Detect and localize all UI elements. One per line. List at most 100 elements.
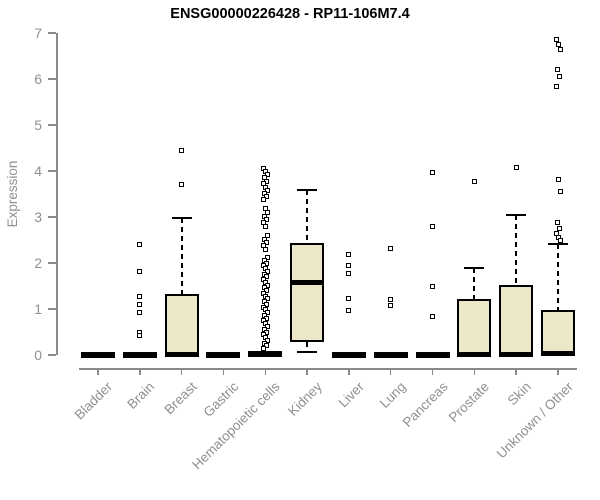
y-tick-label: 3 bbox=[34, 209, 42, 225]
outlier-point bbox=[430, 224, 436, 230]
x-tick-label: Skin bbox=[504, 379, 534, 409]
y-tick bbox=[48, 78, 56, 80]
y-tick-label: 4 bbox=[34, 163, 42, 179]
outlier-point bbox=[264, 268, 270, 274]
upper-whisker-cap bbox=[548, 243, 569, 246]
x-tick bbox=[306, 368, 308, 375]
upper-whisker bbox=[557, 244, 560, 310]
lower-whisker-cap bbox=[297, 351, 318, 354]
outlier-point bbox=[264, 323, 270, 329]
outlier-point bbox=[137, 242, 143, 248]
y-tick bbox=[48, 216, 56, 218]
x-tick-label: Prostate bbox=[445, 379, 492, 426]
outlier-point bbox=[556, 74, 562, 80]
upper-whisker-cap bbox=[464, 266, 485, 269]
y-tick-label: 1 bbox=[34, 301, 42, 317]
outlier-point bbox=[263, 329, 269, 335]
y-tick bbox=[48, 354, 56, 356]
x-tick-label: Liver bbox=[335, 379, 367, 411]
median-line bbox=[331, 352, 366, 358]
outlier-point bbox=[556, 226, 562, 231]
outlier-point bbox=[262, 246, 268, 252]
y-tick-label: 0 bbox=[34, 347, 42, 363]
upper-whisker-cap bbox=[297, 189, 318, 192]
outlier-point bbox=[346, 308, 352, 314]
outlier-point bbox=[471, 179, 477, 185]
outlier-point bbox=[430, 283, 436, 289]
outlier-point bbox=[264, 296, 270, 302]
x-tick-label: Bladder bbox=[72, 379, 116, 423]
x-tick bbox=[97, 368, 99, 375]
x-tick-label: Gastric bbox=[200, 379, 242, 420]
median-line bbox=[122, 352, 157, 358]
y-tick bbox=[48, 124, 56, 126]
upper-whisker bbox=[306, 190, 309, 243]
box bbox=[164, 293, 199, 355]
y-tick-label: 2 bbox=[34, 255, 42, 271]
y-tick bbox=[48, 262, 56, 264]
outlier-point bbox=[137, 301, 143, 307]
upper-whisker-cap bbox=[171, 216, 192, 219]
x-tick bbox=[264, 368, 267, 375]
outlier-point bbox=[137, 332, 143, 338]
outlier-point bbox=[179, 182, 185, 188]
x-tick-label: Brain bbox=[124, 379, 158, 412]
median-line bbox=[248, 351, 283, 358]
y-tick-label: 7 bbox=[34, 25, 42, 41]
median-line bbox=[499, 351, 534, 357]
median-line bbox=[415, 352, 450, 358]
x-tick bbox=[515, 368, 517, 375]
x-tick bbox=[139, 368, 141, 375]
outlier-point bbox=[553, 230, 559, 236]
outlier-point bbox=[263, 260, 269, 266]
outlier-point bbox=[260, 345, 266, 351]
outlier-point bbox=[388, 302, 394, 308]
outlier-point bbox=[346, 296, 352, 302]
outlier-point bbox=[557, 46, 563, 52]
outlier-point bbox=[263, 216, 269, 222]
median-line bbox=[457, 351, 492, 357]
outlier-point bbox=[264, 254, 270, 260]
y-tick-label: 5 bbox=[34, 117, 42, 133]
outlier-point bbox=[179, 147, 185, 153]
median-line bbox=[290, 279, 325, 285]
box bbox=[290, 242, 325, 343]
box bbox=[541, 309, 576, 355]
outlier-point bbox=[264, 310, 270, 316]
outlier-point bbox=[513, 164, 519, 170]
outlier-point bbox=[430, 314, 436, 320]
x-axis-line bbox=[79, 368, 577, 370]
outlier-point bbox=[554, 220, 560, 226]
outlier-point bbox=[264, 337, 270, 343]
x-tick bbox=[348, 368, 350, 375]
y-axis-line bbox=[56, 33, 58, 355]
y-tick bbox=[48, 170, 56, 172]
x-tick-label: Lung bbox=[376, 379, 409, 411]
outlier-point bbox=[264, 282, 270, 288]
y-tick-label: 6 bbox=[34, 71, 42, 87]
x-tick-label: Breast bbox=[161, 379, 200, 418]
x-tick bbox=[557, 368, 559, 375]
x-tick bbox=[389, 368, 392, 375]
outlier-point bbox=[557, 238, 563, 244]
outlier-point bbox=[263, 193, 269, 199]
box bbox=[499, 284, 534, 355]
median-line bbox=[541, 351, 576, 357]
outlier-point bbox=[554, 67, 560, 73]
x-tick-label: Pancreas bbox=[399, 379, 451, 430]
outlier-point bbox=[262, 223, 268, 229]
x-tick-label: Kidney bbox=[284, 379, 325, 419]
chart-title: ENSG00000226428 - RP11-106M7.4 bbox=[170, 6, 410, 22]
outlier-point bbox=[553, 37, 559, 43]
outlier-point bbox=[555, 177, 561, 183]
median-line bbox=[164, 351, 199, 357]
outlier-point bbox=[264, 187, 270, 193]
outlier-point bbox=[557, 189, 563, 195]
outlier-point bbox=[346, 252, 352, 258]
outlier-point bbox=[388, 245, 394, 251]
outlier-point bbox=[263, 288, 269, 294]
outlier-point bbox=[555, 42, 561, 47]
outlier-point bbox=[263, 178, 269, 184]
